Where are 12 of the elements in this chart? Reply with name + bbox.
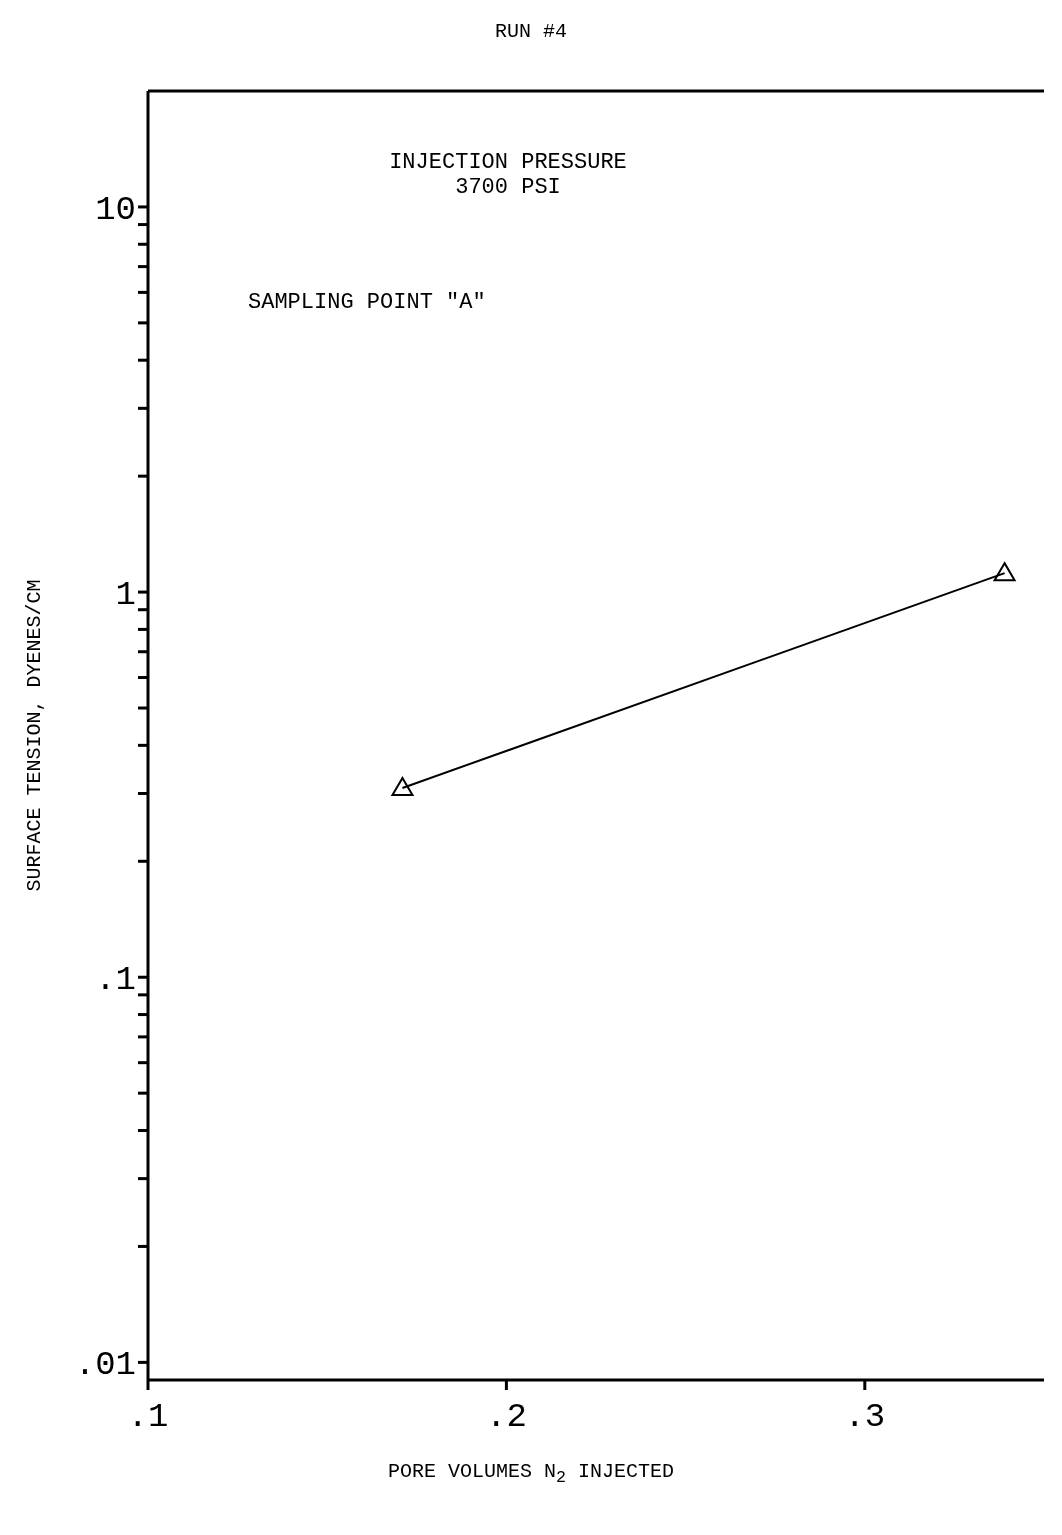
x-tick-label: .1 (127, 1398, 169, 1437)
annotation: INJECTION PRESSURE 3700 PSI (388, 150, 628, 200)
y-tick-label: 10 (95, 191, 136, 230)
y-tick-label: .1 (95, 961, 136, 1000)
x-tick-label: .3 (844, 1398, 886, 1437)
x-axis-title: PORE VOLUMES N$_{2}$ INJECTED (386, 1460, 676, 1487)
x-tick-label: .2 (485, 1398, 527, 1437)
y-tick-label: .01 (74, 1346, 136, 1385)
y-axis-title: SURFACE TENSION, DYENES/CM (23, 579, 47, 892)
annotation: SAMPLING POINT "A" (248, 290, 486, 315)
chart-title: RUN #4 (494, 19, 568, 45)
y-tick-label: 1 (115, 576, 136, 615)
